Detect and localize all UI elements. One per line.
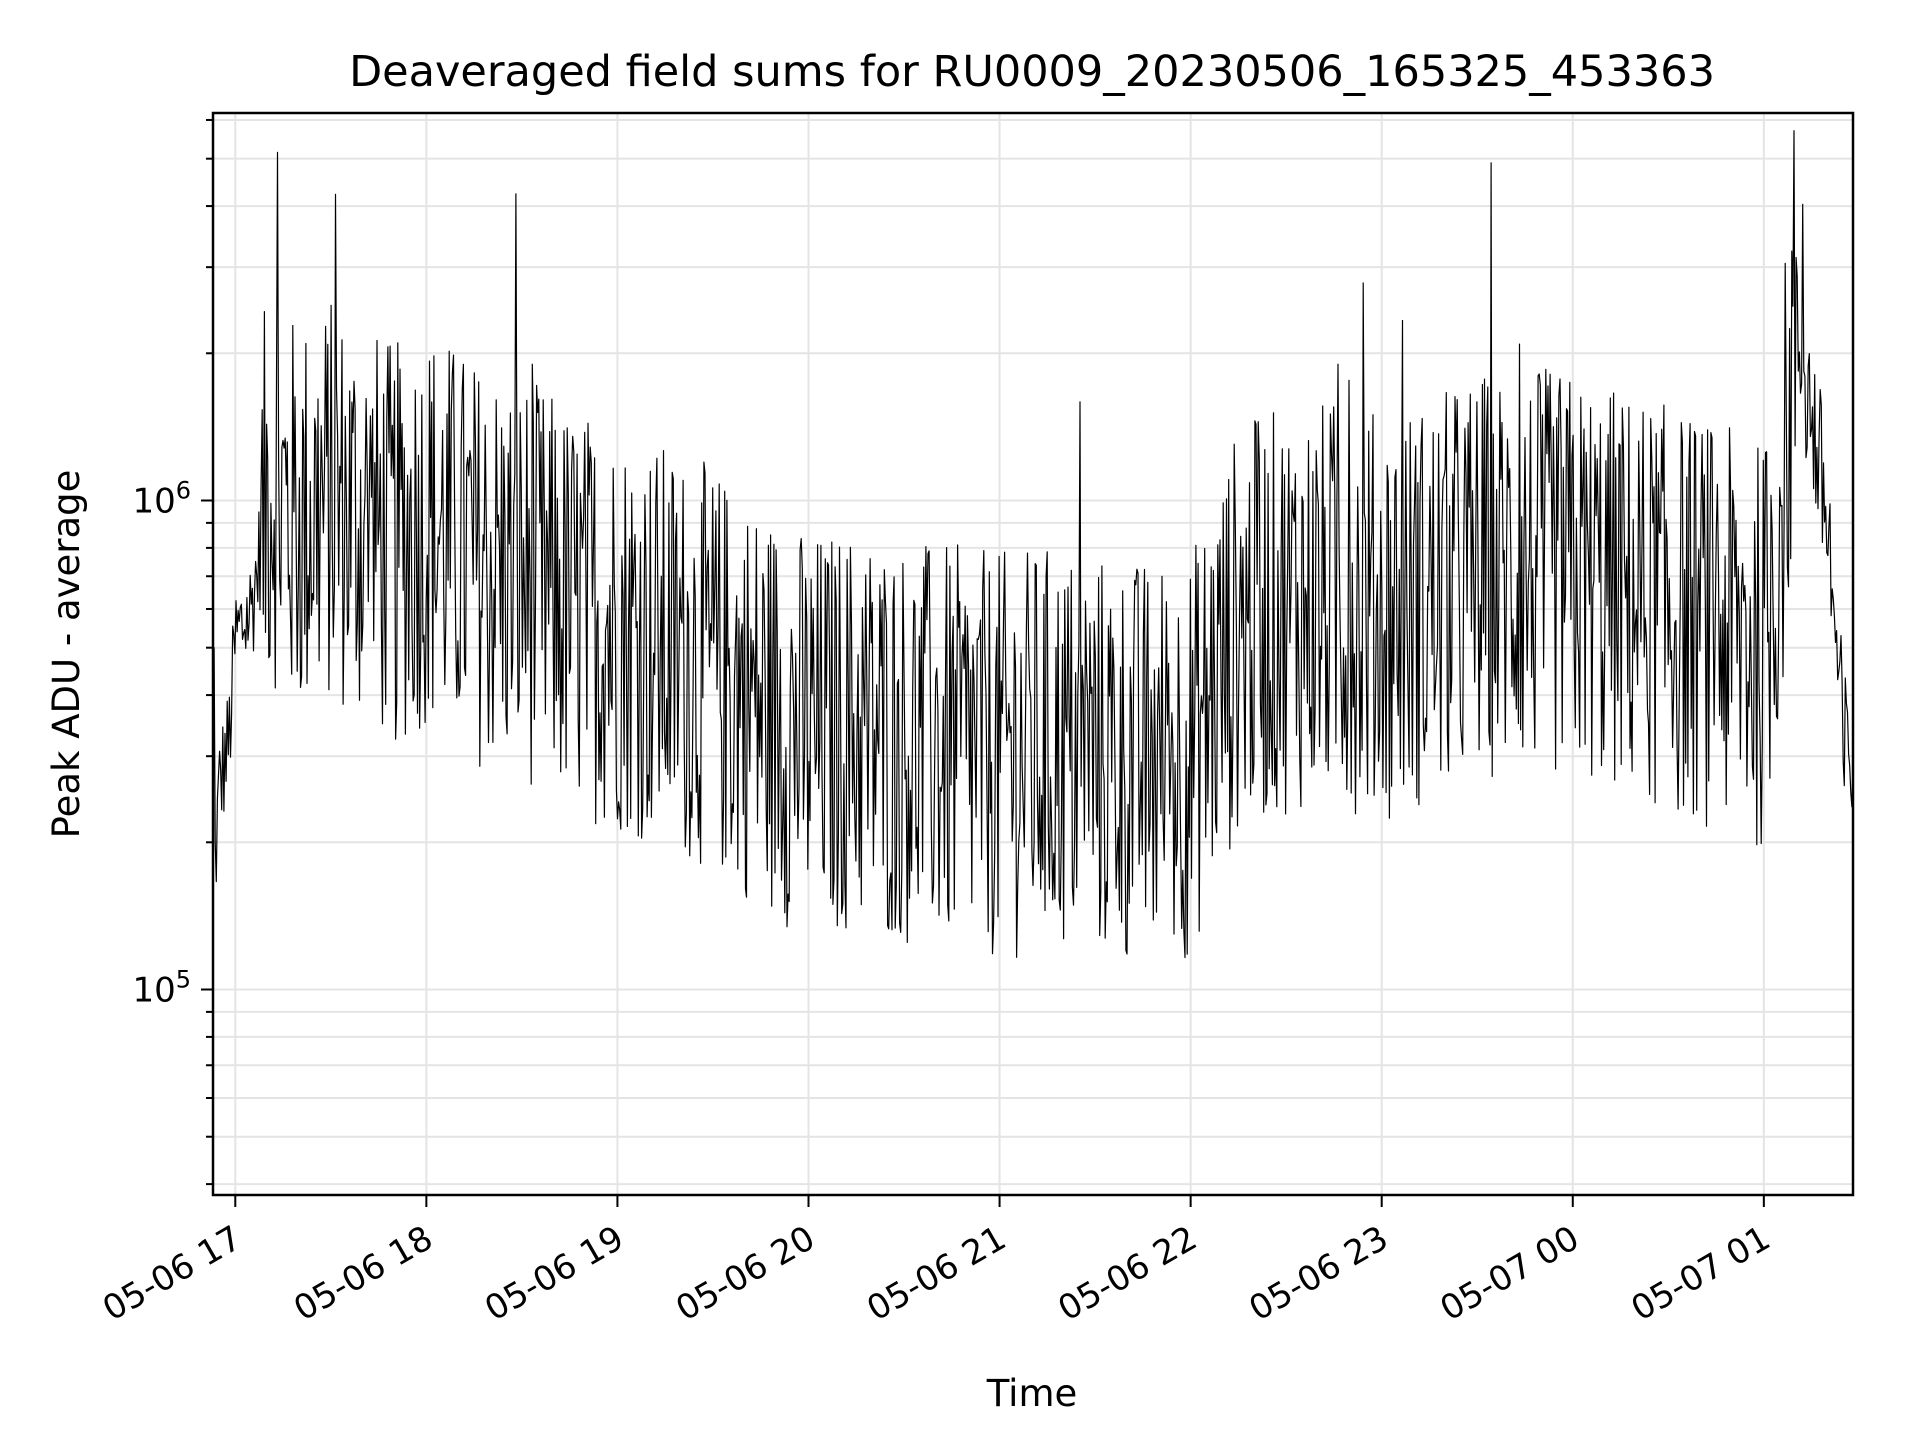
y-tick-label: 105	[132, 966, 191, 1011]
plot-frame	[211, 111, 1855, 1197]
y-tick-label: 106	[132, 476, 191, 521]
x-axis-label: Time	[986, 1372, 1078, 1415]
series-line	[212, 130, 1854, 959]
chart-title: Deaveraged field sums for RU0009_2023050…	[349, 47, 1715, 97]
y-axis-label: Peak ADU - average	[45, 470, 88, 839]
series-layer	[212, 130, 1854, 959]
